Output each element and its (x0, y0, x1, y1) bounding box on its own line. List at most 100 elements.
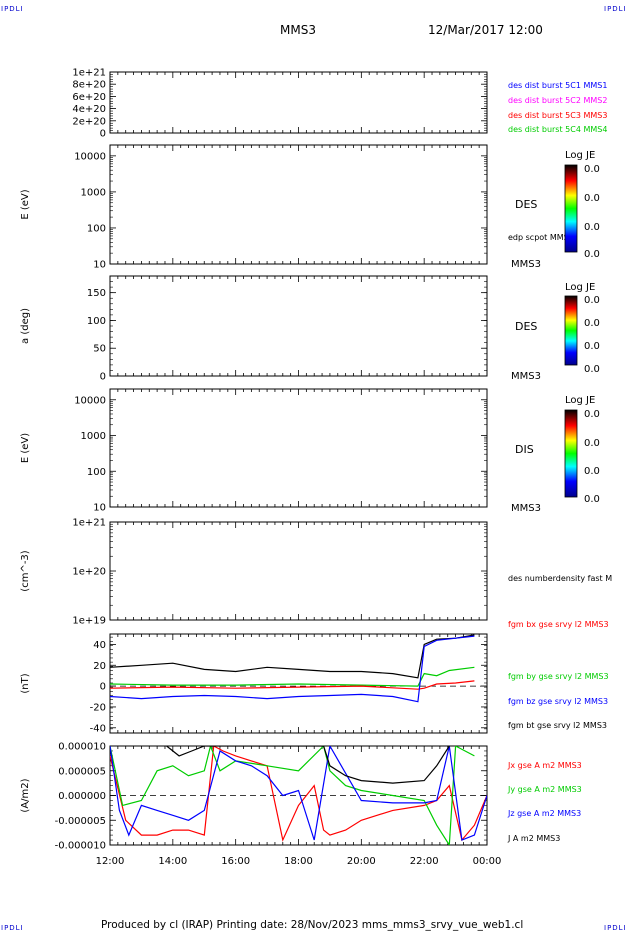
colorbar (564, 295, 578, 366)
colorbar-tick-label: 0.0 (584, 318, 600, 329)
y-tick-label: 1000 (81, 431, 106, 442)
panel-frame (109, 275, 488, 377)
colorbar-tick-label: 0.0 (584, 409, 600, 420)
colorbar-tick-label: 0.0 (584, 341, 600, 352)
panel-des-pitch: 150 100 50 0 a (deg) DES MMS3 Log JE 0.0 0.0 0.0 0.… (20, 275, 600, 383)
colorbar (564, 164, 578, 253)
y-tick-label: 6e+20 (72, 92, 106, 103)
y-tick-label: 100 (87, 316, 106, 327)
corner-label-top-right: IPDLI (604, 5, 627, 13)
panel-current-density: 0.000010 0.000005 0.000000 -0.000005 -0.0000… (20, 742, 582, 852)
legend-label: des dist burst 5C2 MMS2 (508, 96, 607, 105)
y-tick-label: -0.000005 (55, 816, 106, 827)
y-tick-label: 0 (100, 129, 106, 140)
legend-label: fgm by gse srvy l2 MMS3 (508, 672, 609, 681)
y-tick-label: 0 (100, 682, 106, 693)
legend-label: J A m2 MMS3 (507, 834, 560, 843)
y-tick-label: -0.000010 (55, 841, 106, 852)
series-line (110, 680, 475, 690)
colorbar-tick-label: 0.0 (584, 249, 600, 260)
legend-label: Jy gse A m2 MMS3 (507, 785, 582, 794)
series-line (110, 746, 487, 841)
y-axis-label: E (eV) (20, 433, 31, 463)
y-tick-label: 20 (93, 661, 106, 672)
y-tick-label: -20 (90, 702, 106, 713)
legend-label: des dist burst 5C3 MMS3 (508, 111, 607, 120)
y-tick-label: 0.000010 (58, 742, 106, 753)
instrument-label: MMS3 (511, 259, 541, 270)
series-line (110, 635, 475, 703)
time-tick-label: 20:00 (347, 856, 376, 867)
y-tick-label: -40 (90, 723, 106, 734)
colorbar-tick-label: 0.0 (584, 222, 600, 233)
colorbar (564, 409, 578, 498)
series-line (110, 666, 475, 687)
y-tick-label: 150 (87, 288, 106, 299)
footer-credit: Produced by cl (IRAP) Printing date: 28/… (101, 919, 524, 931)
legend-label: fgm bx gse srvy l2 MMS3 (508, 620, 609, 629)
y-axis-label: E (eV) (20, 189, 31, 219)
y-tick-label: 1000 (81, 187, 106, 198)
instrument-label: MMS3 (511, 503, 541, 514)
instrument-label: edp scpot MMS3 (508, 233, 574, 242)
y-axis-label: (A/m2) (20, 778, 31, 812)
y-tick-label: 1e+19 (72, 616, 106, 627)
colorbar-tick-label: 0.0 (584, 364, 600, 375)
series-group (110, 634, 475, 703)
y-tick-label: 10000 (74, 151, 106, 162)
colorbar-tick-label: 0.0 (584, 193, 600, 204)
series-line (110, 634, 475, 679)
y-tick-label: 50 (93, 344, 106, 355)
colorbar-tick-label: 0.0 (584, 438, 600, 449)
y-tick-label: 0.000000 (58, 791, 106, 802)
y-tick-label: 10000 (74, 395, 106, 406)
corner-label-bottom-right: IPDLI (604, 924, 627, 932)
spacecraft-title: MMS3 (280, 23, 316, 37)
panel-frame (109, 388, 488, 508)
y-tick-label: 0 (100, 372, 106, 383)
colorbar-title: Log JE (565, 282, 595, 293)
y-tick-label: 100 (87, 223, 106, 234)
datetime-title: 12/Mar/2017 12:00 (428, 23, 543, 37)
legend-label: fgm bz gse srvy l2 MMS3 (508, 697, 608, 706)
instrument-label: DES (515, 320, 537, 333)
colorbar-tick-label: 0.0 (584, 466, 600, 477)
y-tick-label: 0.000005 (58, 766, 106, 777)
y-tick-label: 4e+20 (72, 104, 106, 115)
instrument-label: DIS (515, 443, 534, 456)
y-tick-label: 40 (93, 640, 106, 651)
series-line (166, 746, 450, 784)
legend-label: des numberdensity fast M (508, 574, 612, 583)
panel-fgm: 40 20 0 -20 -40 (nT) fgm bx gse srvy l2 MMS3 fg… (20, 620, 609, 734)
time-tick-label: 14:00 (158, 856, 187, 867)
y-tick-label: 1e+21 (72, 68, 106, 79)
y-tick-label: 1e+21 (72, 518, 106, 529)
panel-frame (109, 71, 488, 134)
corner-label-bottom-left: IPDLI (1, 924, 24, 932)
panel-frame (109, 521, 488, 621)
series-line (110, 746, 475, 845)
series-line (110, 746, 487, 842)
y-tick-label: 1e+20 (72, 567, 106, 578)
panel-des-energy: 10000 1000 100 10 E (eV) DES edp scpot MMS3 MMS… (20, 144, 600, 271)
instrument-label: MMS3 (511, 371, 541, 382)
instrument-label: DES (515, 198, 537, 211)
colorbar-tick-label: 0.0 (584, 494, 600, 505)
time-tick-label: 12:00 (96, 856, 125, 867)
y-axis-label: (nT) (20, 673, 31, 693)
legend-label: Jz gse A m2 MMS3 (507, 809, 581, 818)
colorbar-title: Log JE (565, 395, 595, 406)
y-tick-label: 2e+20 (72, 116, 106, 127)
y-tick-label: 10 (93, 503, 106, 514)
legend-label: Jx gse A m2 MMS3 (507, 761, 582, 770)
colorbar-title: Log JE (565, 150, 595, 161)
time-tick-label: 00:00 (473, 856, 502, 867)
legend-label: fgm bt gse srvy l2 MMS3 (508, 721, 607, 730)
y-axis-label: (cm^-3) (20, 550, 31, 591)
time-tick-label: 16:00 (221, 856, 250, 867)
corner-label-top-left: IPDLI (1, 5, 24, 13)
panel-density: 1e+21 1e+20 1e+19 (cm^-3) des numberdensity … (20, 518, 612, 627)
y-tick-label: 100 (87, 467, 106, 478)
legend-label: des dist burst 5C4 MMS4 (508, 125, 607, 134)
